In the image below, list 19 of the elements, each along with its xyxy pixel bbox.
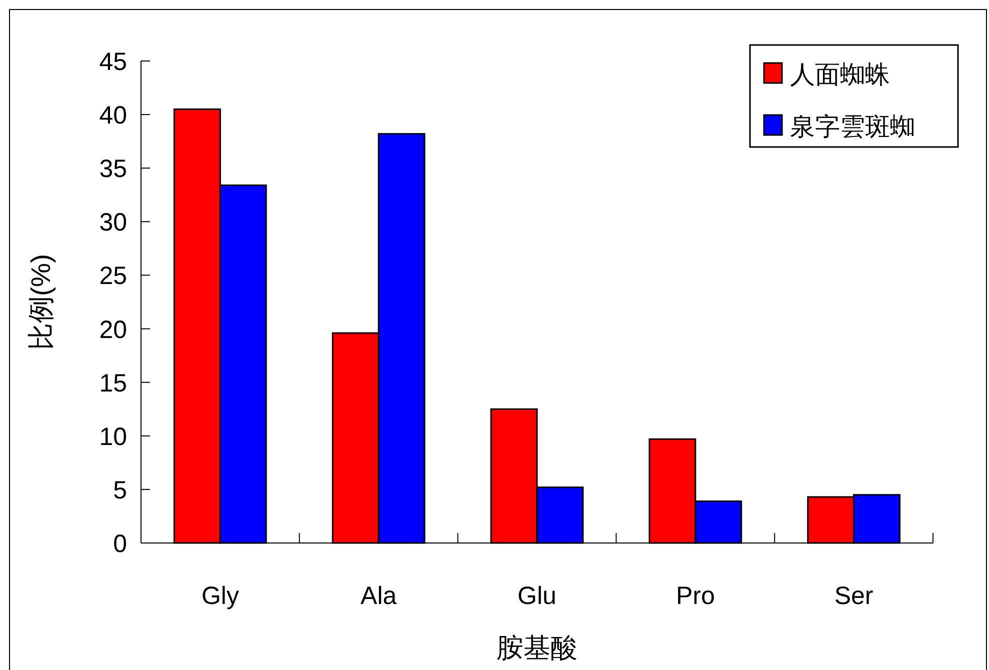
ytick: 20: [99, 316, 127, 344]
ytick: 25: [99, 262, 127, 290]
ytick: 0: [113, 530, 127, 558]
xtick: Ser: [834, 582, 874, 610]
ylabel: 比例(%): [26, 254, 56, 350]
legend-label: 人面蜘蛛: [790, 61, 890, 89]
xtick: Pro: [676, 582, 715, 610]
ytick: 30: [99, 208, 127, 237]
ytick: 15: [99, 369, 127, 398]
ytick: 35: [99, 155, 127, 184]
xtick: Gly: [201, 582, 239, 610]
xtick: Glu: [518, 582, 556, 610]
legend-label: 泉字雲斑蜘: [790, 113, 915, 141]
ytick: 5: [113, 476, 127, 504]
ytick: 10: [99, 422, 127, 451]
ytick: 45: [99, 48, 127, 76]
xlabel: 胺基酸: [496, 633, 578, 663]
ytick: 40: [99, 102, 127, 130]
xtick: Ala: [360, 582, 397, 610]
